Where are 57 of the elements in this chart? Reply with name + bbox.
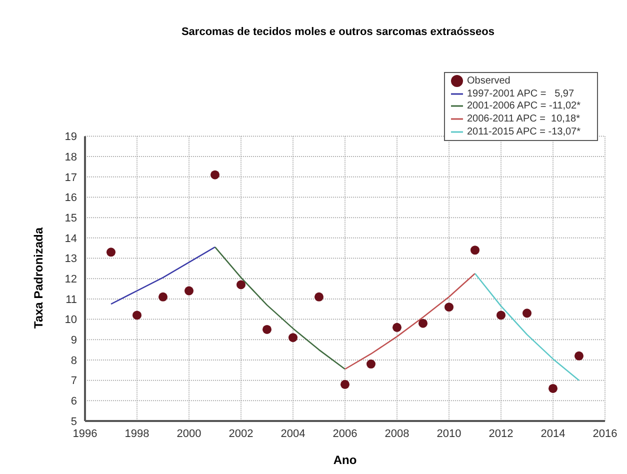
point (106, 248, 116, 257)
y-tick-label: 9 (70, 334, 77, 347)
x-tick-label: 2006 (332, 428, 358, 440)
point (210, 170, 220, 180)
legend-label: 2011-2015 APC = -13,07* (467, 126, 581, 138)
y-tick-label: 13 (64, 253, 77, 266)
x-tick-label: 2008 (384, 428, 410, 440)
y-tick-label: 16 (64, 192, 77, 204)
x-tick-label: 2012 (488, 428, 514, 440)
x-tick-label: 2010 (436, 428, 462, 440)
x-tick-label: 2014 (540, 428, 566, 440)
point (366, 360, 376, 369)
y-tick-label: 8 (70, 354, 77, 367)
x-tick-label: 2000 (176, 428, 202, 440)
chart-title: Sarcomas de tecidos moles e outros sarcomas extraósseos (180, 26, 496, 38)
point (444, 302, 454, 312)
y-tick-label: 10 (64, 314, 77, 326)
point (236, 280, 246, 290)
point (340, 380, 350, 389)
y-tick-label: 6 (70, 396, 77, 408)
y-axis-title: Taxa Padronizada (31, 227, 46, 329)
line-series (344, 272, 476, 370)
point (158, 292, 168, 302)
line-series (214, 246, 346, 370)
point (392, 322, 402, 332)
y-tick-label: 7 (70, 375, 77, 388)
x-tick-label: 2002 (228, 428, 254, 440)
line-series (110, 246, 216, 305)
y-tick-label: 18 (64, 151, 77, 164)
y-tick-label: 12 (64, 274, 77, 286)
point (574, 351, 584, 360)
y-tick-label: 15 (64, 212, 77, 224)
y-tick-label: 5 (70, 416, 77, 428)
x-tick-label: 1996 (72, 428, 98, 440)
line-series (474, 272, 580, 381)
legend-label: Observed (467, 76, 510, 87)
y-tick-label: 11 (66, 294, 77, 306)
point (470, 246, 480, 255)
point (184, 286, 194, 296)
point (522, 308, 532, 318)
y-tick-label: 19 (64, 131, 77, 144)
y-tick-label: 17 (64, 172, 77, 184)
legend-label: 2001-2006 APC = -11,02* (467, 100, 581, 112)
legend-label: 2006-2011 APC = 10,18* (467, 114, 580, 125)
x-axis-title: Ano (333, 453, 357, 467)
x-tick-label: 2004 (280, 428, 306, 440)
point (132, 310, 142, 320)
x-tick-label: 1998 (124, 428, 150, 440)
legend-label: 1997-2001 APC = 5,97 (467, 88, 574, 100)
point (496, 310, 506, 320)
point (288, 333, 298, 342)
point (314, 292, 324, 302)
point (548, 384, 558, 393)
x-tick-label: 2016 (592, 428, 618, 440)
point (262, 324, 272, 334)
point (418, 318, 428, 328)
y-tick-label: 14 (64, 232, 77, 245)
